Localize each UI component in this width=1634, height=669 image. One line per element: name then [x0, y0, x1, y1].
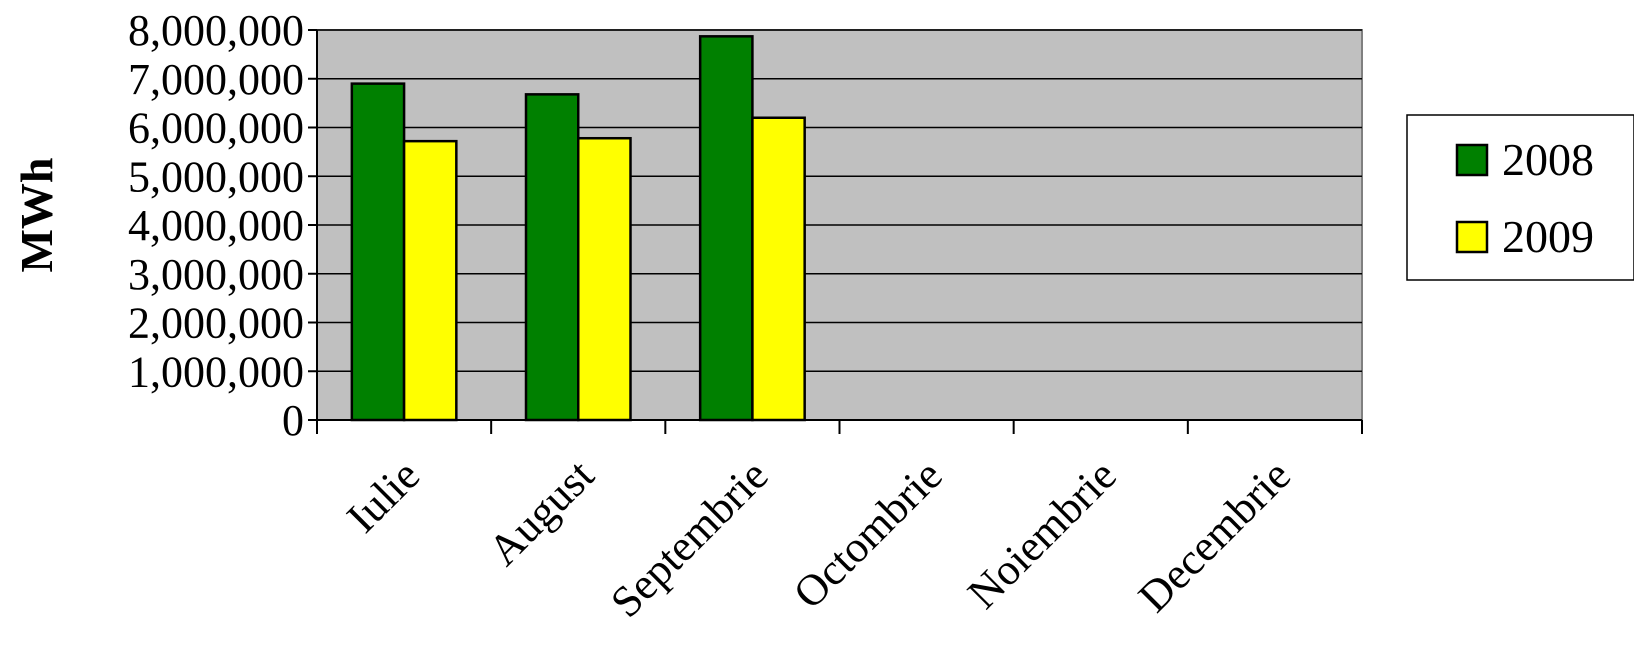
legend: 2008 2009 — [1406, 114, 1634, 281]
bar-2008-septembrie — [698, 35, 754, 422]
y-tick-label: 4,000,000 — [128, 201, 304, 250]
x-tick-label: Decembrie — [1129, 450, 1300, 621]
y-tick-label: 2,000,000 — [128, 299, 304, 348]
x-tick-label: Septembrie — [601, 450, 777, 626]
bar-2009-august — [577, 136, 632, 422]
bar-2009-septembrie — [751, 116, 806, 422]
legend-swatch — [1455, 220, 1489, 254]
x-tick-label: August — [479, 450, 604, 575]
x-tick-label: Iulie — [337, 450, 429, 542]
bars — [350, 35, 806, 422]
legend-label: 2009 — [1502, 211, 1594, 262]
y-axis-title: MWh — [11, 158, 62, 273]
y-tick-label: 3,000,000 — [128, 250, 304, 299]
y-tick-label: 0 — [282, 396, 304, 445]
y-tick-label: 5,000,000 — [128, 152, 304, 201]
legend-label: 2008 — [1502, 134, 1594, 185]
x-tick-label: Noiembrie — [958, 450, 1126, 618]
legend-swatch — [1455, 143, 1489, 177]
plot-area — [316, 29, 1363, 421]
y-tick-label: 1,000,000 — [128, 347, 304, 396]
y-tick-label: 6,000,000 — [128, 104, 304, 153]
bar-2008-iulie — [350, 82, 406, 422]
y-tick-label: 8,000,000 — [128, 6, 304, 55]
bar-2009-iulie — [402, 139, 458, 422]
y-axis: 01,000,0002,000,0003,000,0004,000,0005,0… — [128, 6, 318, 445]
x-tick-label: Octombrie — [784, 450, 952, 618]
legend-box — [1406, 114, 1634, 281]
bar-2008-august — [524, 93, 580, 422]
y-tick-label: 7,000,000 — [128, 55, 304, 104]
